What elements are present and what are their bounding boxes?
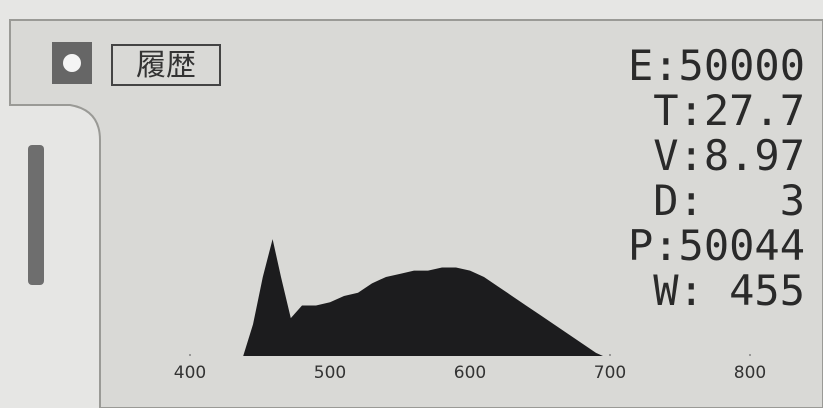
x-tick-label: 400 — [174, 363, 206, 383]
reading: V:8.97 — [653, 131, 805, 180]
page: 履歴 400 500 600 700 800 E:50000T:27.7V:8.97D: … — [0, 0, 823, 408]
reading: D: 3 — [653, 176, 805, 225]
reading: T:27.7 — [653, 86, 805, 135]
side-slot — [28, 145, 44, 285]
indicator-dot — [63, 54, 81, 72]
x-tick-label: 700 — [594, 363, 626, 383]
device: 履歴 400 500 600 700 800 E:50000T:27.7V:8.97D: … — [0, 0, 823, 408]
x-tick-label: 800 — [734, 363, 766, 383]
x-tick-label: 600 — [454, 363, 486, 383]
reading: P:50044 — [628, 221, 805, 270]
x-tick-label: 500 — [314, 363, 346, 383]
title: 履歴 — [136, 48, 196, 83]
reading: E:50000 — [628, 41, 805, 90]
reading: W: 455 — [653, 266, 805, 315]
